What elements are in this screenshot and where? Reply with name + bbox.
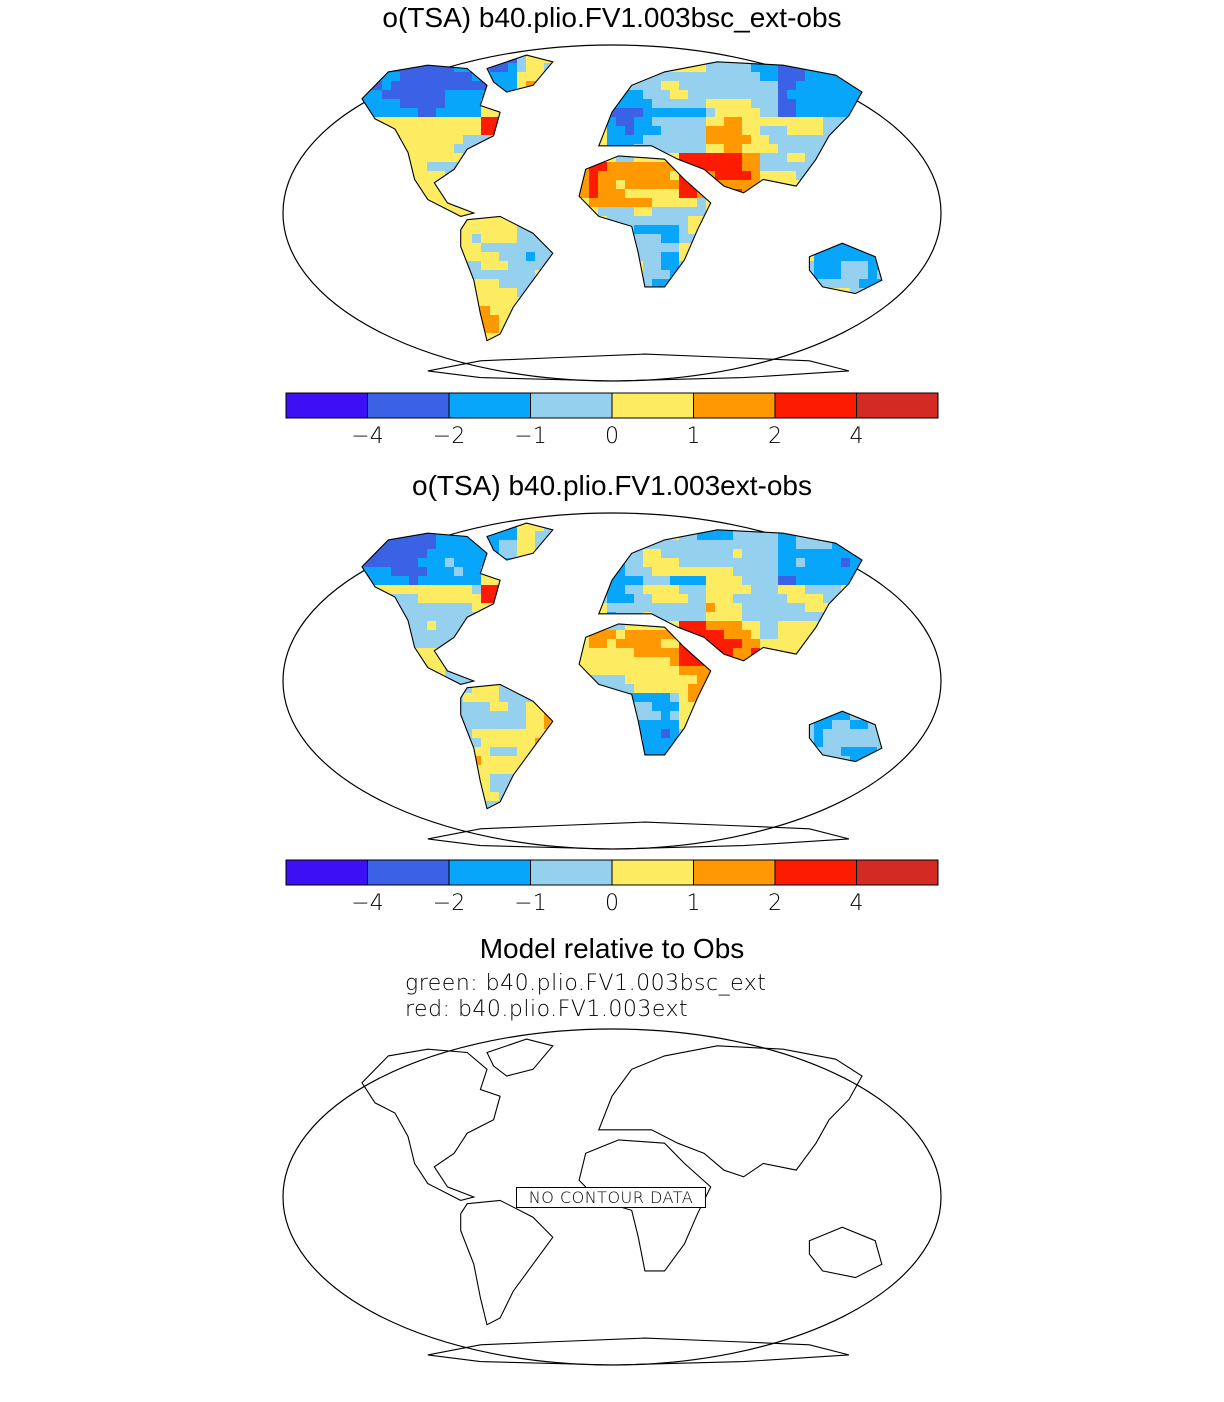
- colorbar-1-swatch-0: [285, 392, 368, 419]
- map-title-1: o(TSA) b40.plio.FV1.003bsc_ext-obs: [382, 2, 842, 33]
- colorbar-2-label-6: 4: [850, 891, 864, 916]
- coastline-greenland-2: [486, 522, 554, 561]
- colorbar-1-label-6: 4: [850, 424, 864, 449]
- colorbar-1-swatch-2: [448, 392, 531, 419]
- coastline-antarctica-3: [427, 1337, 850, 1366]
- coastline-eurasia-2: [597, 529, 863, 662]
- colorbar-1-label-3: 0: [605, 424, 619, 449]
- colorbar-2-label-3: 0: [605, 891, 619, 916]
- coastline-eurasia-1: [597, 61, 863, 194]
- colorbar-2-label-0: −4: [351, 891, 383, 916]
- colorbar-1-swatch-4: [611, 392, 694, 419]
- coastline-samerica-2: [460, 683, 554, 810]
- colorbar-2-label-4: 1: [687, 891, 701, 916]
- coastline-samerica-3: [460, 1199, 554, 1326]
- colorbar-1-label-5: 2: [768, 424, 782, 449]
- coastline-samerica-1: [460, 215, 554, 342]
- coastline-eurasia-3: [597, 1045, 863, 1178]
- coastline-africa-1: [578, 155, 712, 288]
- colorbar-1-swatch-3: [530, 392, 613, 419]
- colorbar-2-swatch-7: [856, 859, 939, 886]
- colorbar-1: −4 −2 −1 0 1 2 4: [285, 392, 939, 449]
- comparison-title: Model relative to Obs: [479, 933, 745, 964]
- colorbar-2-swatch-2: [448, 859, 531, 886]
- colorbar-2-label-5: 2: [768, 891, 782, 916]
- comparison-legend-red: red: b40.plio.FV1.003ext: [405, 997, 689, 1022]
- colorbar-1-label-0: −4: [351, 424, 383, 449]
- colorbar-2-label-2: −1: [514, 891, 546, 916]
- coastline-australia-2: [808, 710, 883, 763]
- map-panel-1: [282, 44, 942, 382]
- coastline-greenland-1: [486, 54, 554, 93]
- colorbar-2-swatch-0: [285, 859, 368, 886]
- no-contour-data-label: NO CONTOUR DATA: [516, 1187, 706, 1208]
- colorbar-2-swatch-1: [367, 859, 450, 886]
- coastline-australia-1: [808, 242, 883, 295]
- coastline-africa-2: [578, 623, 712, 756]
- colorbar-1-label-1: −2: [433, 424, 465, 449]
- map-panel-2: [282, 512, 942, 850]
- coastline-antarctica-1: [427, 353, 850, 382]
- coastline-namerica-3: [361, 1048, 501, 1201]
- colorbar-2-swatch-5: [693, 859, 776, 886]
- colorbar-1-label-4: 1: [687, 424, 701, 449]
- colorbar-2-swatch-4: [611, 859, 694, 886]
- colorbar-2-swatch-6: [774, 859, 857, 886]
- map-title-2: o(TSA) b40.plio.FV1.003ext-obs: [412, 470, 812, 501]
- colorbar-1-swatch-7: [856, 392, 939, 419]
- coastline-namerica-2: [361, 532, 501, 685]
- colorbar-2-label-1: −2: [433, 891, 465, 916]
- colorbar-1-swatch-1: [367, 392, 450, 419]
- coastline-australia-3: [808, 1226, 883, 1279]
- comparison-legend-green: green: b40.plio.FV1.003bsc_ext: [405, 971, 767, 996]
- coastline-namerica-1: [361, 64, 501, 217]
- colorbar-2: −4 −2 −1 0 1 2 4: [285, 859, 939, 916]
- colorbar-2-swatch-3: [530, 859, 613, 886]
- coastline-greenland-3: [486, 1038, 554, 1077]
- colorbar-1-swatch-6: [774, 392, 857, 419]
- coastline-antarctica-2: [427, 821, 850, 850]
- colorbar-1-swatch-5: [693, 392, 776, 419]
- colorbar-1-label-2: −1: [514, 424, 546, 449]
